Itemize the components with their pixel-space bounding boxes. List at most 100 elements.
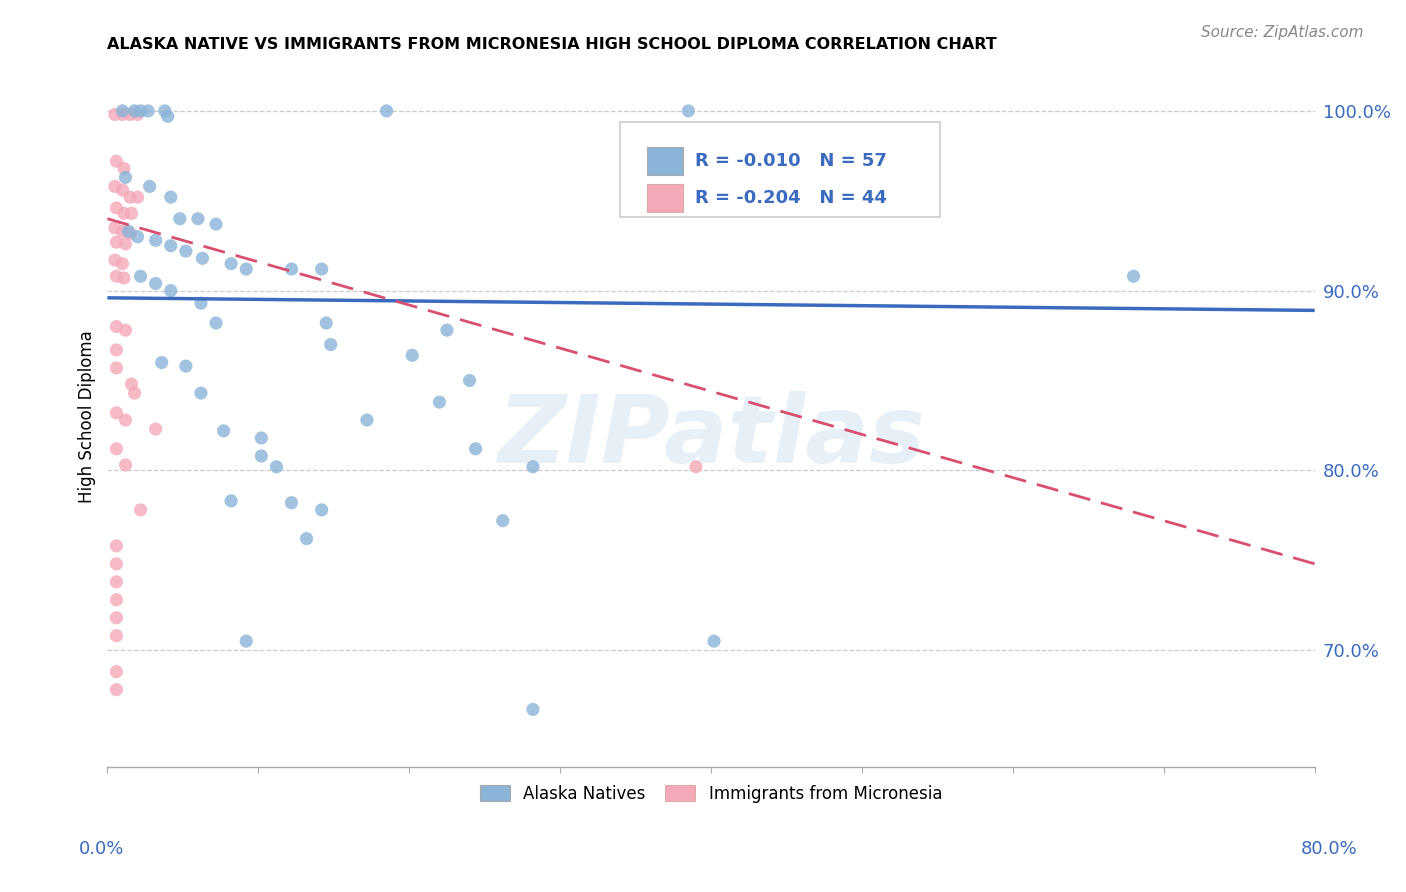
Point <box>127 107 149 121</box>
Point <box>429 395 451 409</box>
Point <box>522 459 544 474</box>
Point <box>522 702 544 716</box>
Point <box>105 665 128 679</box>
Point <box>190 296 212 310</box>
Point <box>105 343 128 357</box>
Point <box>111 257 134 271</box>
FancyBboxPatch shape <box>620 122 941 217</box>
Point <box>105 611 128 625</box>
Point <box>124 386 146 401</box>
Point <box>315 316 337 330</box>
Point <box>159 284 181 298</box>
Point <box>105 201 128 215</box>
Point <box>129 103 152 118</box>
Point <box>280 262 302 277</box>
Point <box>156 109 179 123</box>
Point <box>114 323 136 337</box>
Point <box>401 348 423 362</box>
Text: ALASKA NATIVE VS IMMIGRANTS FROM MICRONESIA HIGH SCHOOL DIPLOMA CORRELATION CHAR: ALASKA NATIVE VS IMMIGRANTS FROM MICRONE… <box>107 37 997 53</box>
Point <box>105 629 128 643</box>
Point <box>112 206 135 220</box>
Point <box>145 233 167 247</box>
Point <box>118 107 141 121</box>
Point <box>174 359 197 373</box>
Point <box>114 170 136 185</box>
Point <box>685 459 707 474</box>
Text: Source: ZipAtlas.com: Source: ZipAtlas.com <box>1201 25 1364 40</box>
Point <box>104 179 127 194</box>
Point <box>190 386 212 401</box>
Point <box>153 103 176 118</box>
Point <box>105 557 128 571</box>
Point <box>105 592 128 607</box>
Text: R = -0.010   N = 57: R = -0.010 N = 57 <box>696 153 887 170</box>
Point <box>311 503 333 517</box>
Point <box>114 236 136 251</box>
Point <box>205 217 228 231</box>
Point <box>219 257 242 271</box>
Point <box>121 377 143 392</box>
Point <box>104 220 127 235</box>
Point <box>458 374 481 388</box>
Point <box>105 269 128 284</box>
Point <box>1122 269 1144 284</box>
Point <box>105 682 128 697</box>
Point <box>375 103 398 118</box>
Point <box>112 271 135 285</box>
Point <box>174 244 197 258</box>
Point <box>129 503 152 517</box>
Point <box>105 442 128 456</box>
Point <box>191 252 214 266</box>
Point <box>127 229 149 244</box>
Point <box>111 107 134 121</box>
Point <box>311 262 333 277</box>
Point <box>235 634 257 648</box>
Point <box>105 319 128 334</box>
Point <box>112 161 135 176</box>
Point <box>129 269 152 284</box>
Point <box>169 211 191 226</box>
Point <box>159 238 181 252</box>
FancyBboxPatch shape <box>647 147 683 176</box>
Point <box>295 532 318 546</box>
Point <box>105 235 128 249</box>
Point <box>117 224 139 238</box>
Point <box>219 494 242 508</box>
Point <box>266 459 288 474</box>
Point <box>159 190 181 204</box>
Point <box>121 206 143 220</box>
Point <box>205 316 228 330</box>
Point <box>436 323 458 337</box>
Point <box>105 406 128 420</box>
Text: R = -0.204   N = 44: R = -0.204 N = 44 <box>696 188 887 207</box>
Text: 80.0%: 80.0% <box>1301 840 1357 858</box>
Point <box>250 431 273 445</box>
Y-axis label: High School Diploma: High School Diploma <box>79 330 96 503</box>
Point <box>492 514 515 528</box>
Point <box>212 424 235 438</box>
Point <box>104 253 127 268</box>
Point <box>114 458 136 472</box>
Point <box>111 183 134 197</box>
Text: ZIPatlas: ZIPatlas <box>496 392 925 483</box>
Point <box>250 449 273 463</box>
Point <box>105 154 128 169</box>
Point <box>145 422 167 436</box>
Point <box>127 190 149 204</box>
Point <box>124 103 146 118</box>
Point <box>136 103 159 118</box>
Point <box>356 413 378 427</box>
Point <box>105 574 128 589</box>
Point <box>464 442 486 456</box>
Point <box>187 211 209 226</box>
Point <box>319 337 342 351</box>
Point <box>118 190 141 204</box>
Legend: Alaska Natives, Immigrants from Micronesia: Alaska Natives, Immigrants from Micrones… <box>471 777 950 811</box>
Point <box>235 262 257 277</box>
Point <box>114 413 136 427</box>
Point <box>104 107 127 121</box>
Point <box>105 539 128 553</box>
Point <box>150 355 173 369</box>
Point <box>678 103 700 118</box>
Point <box>145 277 167 291</box>
